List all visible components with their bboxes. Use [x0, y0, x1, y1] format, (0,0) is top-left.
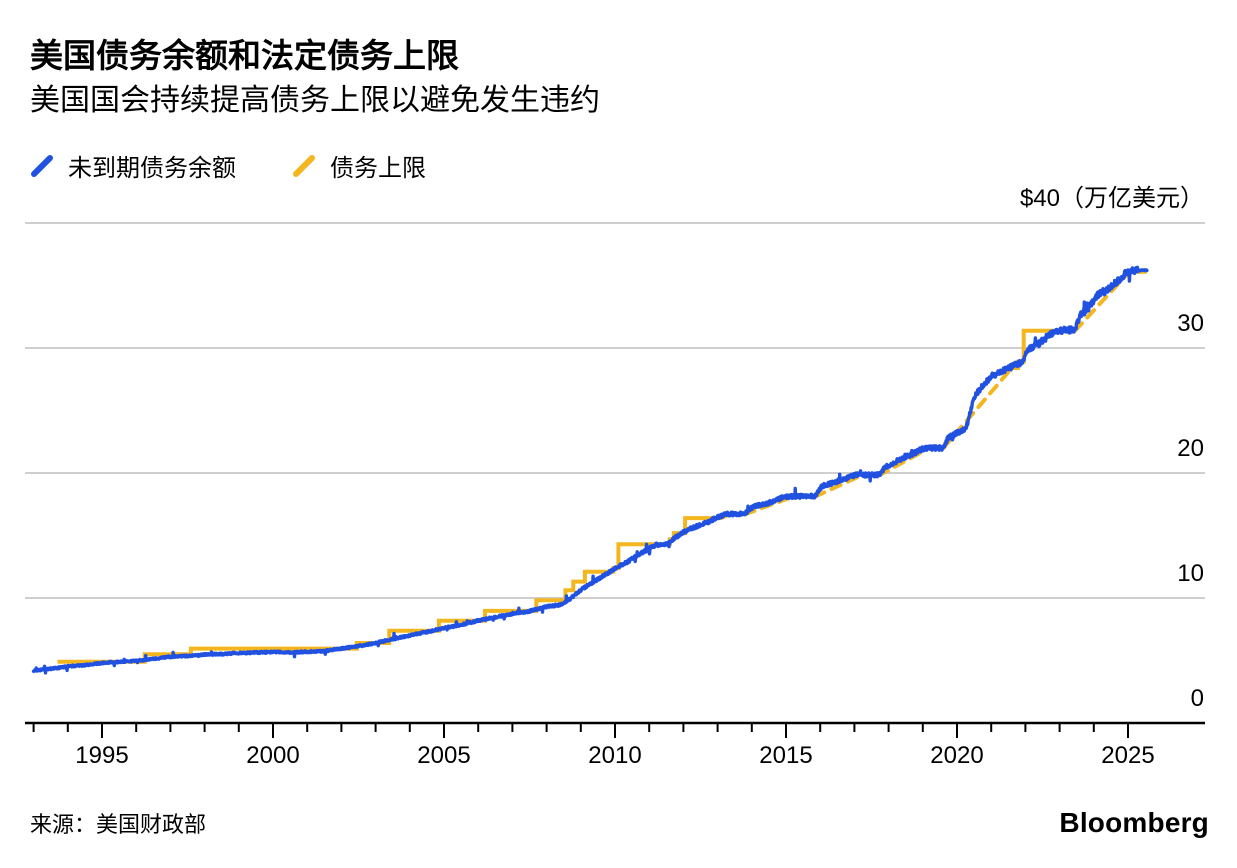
x-tick-label: 2005: [417, 742, 471, 769]
x-tick-label: 2025: [1101, 742, 1155, 769]
blue-line-swatch-stroke: [31, 154, 53, 177]
outstanding-debt-line: [31, 265, 1149, 675]
x-tick-label: 2010: [588, 742, 642, 769]
y-axis-unit-label: $40（万亿美元）: [1019, 185, 1204, 212]
debt-ceiling-suspension-line: [1073, 269, 1132, 333]
chart-title: 美国债务余额和法定债务上限: [30, 37, 459, 74]
x-tick-label: 2000: [246, 742, 300, 769]
yellow-line-swatch-stroke: [293, 154, 315, 177]
y-tick-label: 0: [1190, 685, 1204, 712]
x-tick-label: 2020: [930, 742, 984, 769]
y-tick-label: 30: [1177, 310, 1204, 337]
source-text: 来源：美国财政部: [30, 812, 207, 837]
y-tick-label: 10: [1177, 560, 1204, 587]
y-tick-label: 20: [1177, 435, 1204, 462]
blue-line-swatch-icon: [31, 154, 53, 177]
bloomberg-logo: Bloomberg: [1059, 807, 1209, 838]
yellow-line-swatch-icon: [293, 154, 315, 177]
x-tick-label: 2015: [759, 742, 813, 769]
legend-item-outstanding-debt: 未到期债务余额: [30, 148, 236, 183]
x-tick-label: 1995: [75, 742, 129, 769]
chart-subtitle: 美国国会持续提高债务上限以避免发生违约: [30, 84, 600, 117]
legend-label-outstanding-debt: 未到期债务余额: [68, 155, 236, 182]
legend: 未到期债务余额 债务上限: [30, 148, 482, 183]
legend-label-debt-ceiling: 债务上限: [330, 155, 426, 182]
legend-item-debt-ceiling: 债务上限: [292, 148, 426, 183]
